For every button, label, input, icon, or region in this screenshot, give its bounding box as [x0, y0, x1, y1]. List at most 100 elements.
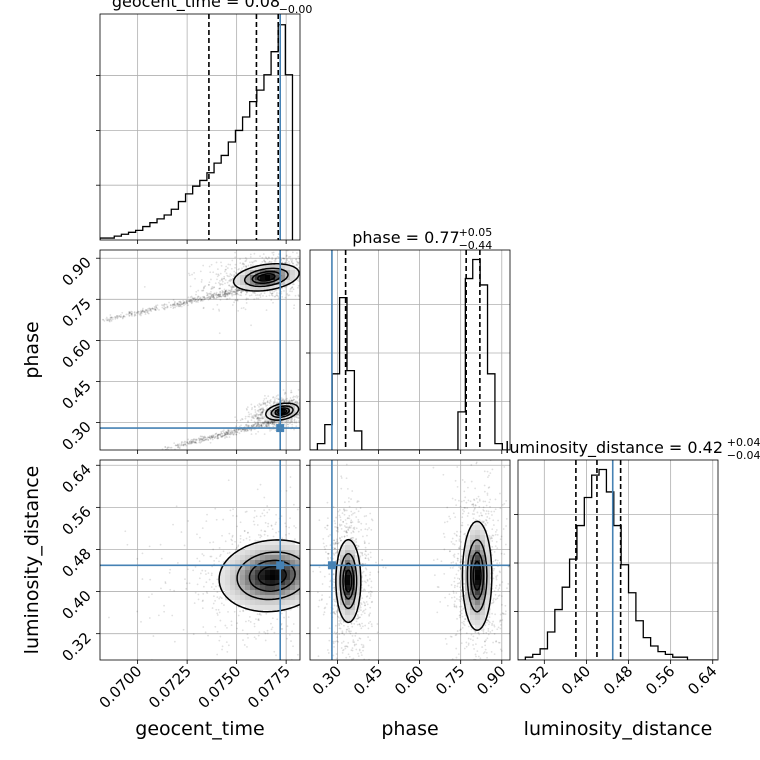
scatter-point — [307, 513, 309, 515]
scatter-point — [255, 424, 258, 427]
scatter-point — [332, 573, 335, 576]
scatter-point — [379, 533, 381, 535]
scatter-point — [350, 280, 352, 282]
scatter-point — [183, 302, 185, 305]
scatter-point — [142, 309, 144, 312]
scatter-point — [226, 290, 229, 293]
scatter-point — [272, 301, 274, 304]
scatter-point — [364, 557, 367, 560]
scatter-point — [316, 268, 318, 270]
scatter-point — [311, 579, 313, 581]
y-tick-label: 0.90 — [58, 253, 94, 289]
scatter-point — [216, 578, 219, 581]
scatter-point — [184, 443, 186, 446]
scatter-point — [301, 255, 303, 257]
scatter-point — [272, 535, 275, 538]
scatter-point — [101, 318, 104, 321]
scatter-point — [365, 601, 368, 603]
scatter-point — [307, 572, 309, 574]
scatter-point — [271, 423, 274, 426]
density-cell — [270, 285, 276, 291]
scatter-point — [143, 311, 146, 314]
scatter-point — [250, 425, 253, 428]
scatter-point — [221, 291, 224, 294]
scatter-point — [203, 298, 206, 301]
scatter-point — [236, 289, 239, 292]
scatter-point — [288, 401, 291, 403]
scatter-point — [333, 543, 336, 546]
scatter-point — [349, 537, 352, 540]
density-cell — [295, 570, 300, 576]
scatter-point — [251, 407, 254, 409]
scatter-point — [270, 421, 273, 423]
density-cell — [280, 600, 286, 606]
scatter-point — [355, 541, 358, 543]
scatter-point — [192, 633, 195, 636]
scatter-point — [211, 434, 214, 437]
scatter-point — [263, 530, 266, 533]
scatter-point — [168, 446, 170, 449]
scatter-point — [341, 651, 344, 654]
scatter-point — [200, 298, 203, 301]
scatter-point — [304, 403, 306, 405]
scatter-point — [222, 518, 225, 521]
scatter-point — [313, 530, 315, 532]
scatter-point — [250, 408, 253, 411]
scatter-point — [169, 446, 172, 449]
scatter-point — [272, 251, 275, 254]
scatter-point — [312, 280, 314, 282]
scatter-point — [357, 530, 360, 533]
scatter-point — [337, 510, 340, 513]
scatter-point — [360, 603, 363, 606]
scatter-point — [260, 422, 263, 425]
scatter-point — [128, 311, 131, 314]
scatter-point — [325, 603, 328, 605]
density-cell — [240, 575, 246, 581]
scatter-point — [266, 424, 268, 427]
scatter-point — [203, 296, 206, 299]
scatter-point — [474, 703, 476, 705]
scatter-point — [344, 645, 347, 648]
scatter-point — [248, 536, 251, 538]
scatter-point — [356, 500, 359, 502]
scatter-point — [202, 439, 205, 442]
scatter-point — [136, 557, 139, 560]
scatter-point — [311, 504, 313, 506]
scatter-point — [227, 291, 230, 294]
scatter-point — [368, 597, 371, 600]
scatter-point — [290, 400, 293, 403]
scatter-point — [298, 403, 300, 405]
scatter-point — [216, 591, 219, 594]
scatter-point — [223, 293, 226, 296]
scatter-point — [282, 399, 285, 402]
scatter-point — [167, 446, 170, 449]
scatter-point — [312, 570, 315, 573]
scatter-point — [277, 421, 280, 424]
scatter-point — [192, 438, 195, 441]
scatter-point — [357, 615, 359, 618]
scatter-point — [248, 413, 251, 416]
scatter-point — [358, 521, 361, 523]
scatter-point — [239, 541, 242, 544]
scatter-point — [318, 587, 320, 589]
scatter-point — [301, 405, 303, 407]
y-tick-label: 0.56 — [58, 502, 94, 538]
scatter-point — [210, 290, 212, 293]
scatter-point — [348, 627, 350, 630]
scatter-point — [245, 259, 248, 262]
scatter-point — [363, 588, 366, 591]
density-cell — [235, 585, 241, 591]
scatter-point — [224, 291, 227, 293]
scatter-point — [253, 424, 255, 427]
scatter-point — [222, 561, 225, 563]
scatter-point — [223, 292, 226, 295]
scatter-point — [190, 295, 193, 298]
scatter-point — [258, 423, 261, 426]
scatter-point — [369, 593, 372, 596]
scatter-point — [256, 417, 259, 419]
scatter-point — [319, 577, 321, 579]
density-cell — [280, 580, 286, 586]
scatter-point — [355, 617, 358, 620]
scatter-point — [265, 425, 268, 428]
scatter-point — [228, 292, 231, 294]
